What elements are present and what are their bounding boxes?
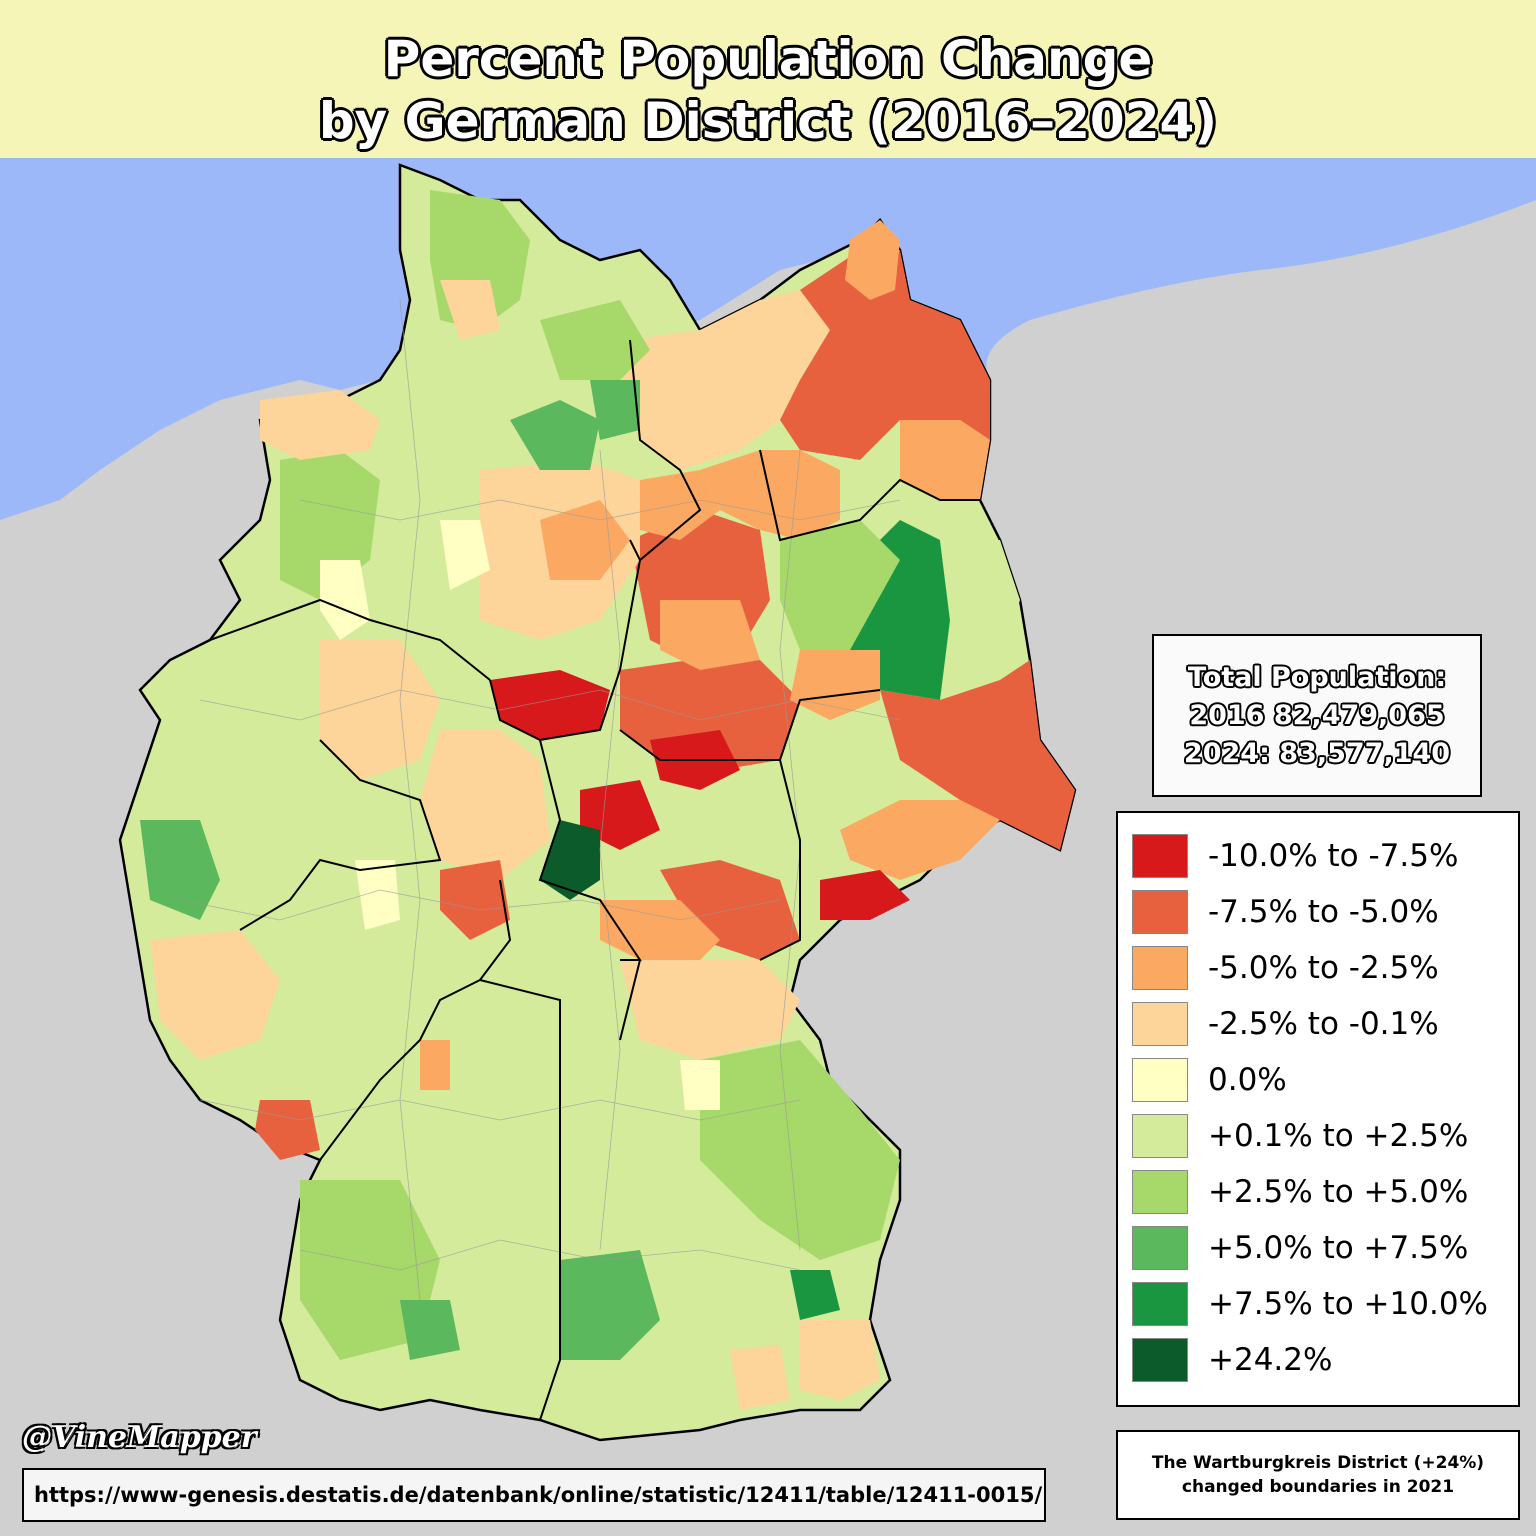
map-title-line2: by German District (2016–2024): [318, 92, 1218, 150]
legend-label: 0.0%: [1208, 1062, 1287, 1098]
population-box: Total Population: 2016 82,479,065 2024: …: [1152, 634, 1482, 797]
region-nrw-south: [320, 640, 440, 780]
legend-item: 0.0%: [1132, 1057, 1287, 1103]
legend-item: +7.5% to +10.0%: [1132, 1281, 1488, 1327]
region-bavaria-zero: [680, 1060, 720, 1110]
title-banner: [0, 0, 1536, 158]
legend-swatch: [1132, 834, 1188, 878]
legend-label: -2.5% to -0.1%: [1208, 1006, 1439, 1042]
legend-swatch: [1132, 890, 1188, 934]
legend-item: +0.1% to +2.5%: [1132, 1113, 1468, 1159]
legend-item: +24.2%: [1132, 1337, 1332, 1383]
region-pfalz-east: [420, 1040, 450, 1090]
population-2016: 2016 82,479,065: [1189, 699, 1445, 731]
region-uckermark: [900, 420, 990, 500]
region-rugen: [845, 220, 900, 300]
legend-item: -2.5% to -0.1%: [1132, 1001, 1439, 1047]
region-rhineland: [150, 930, 280, 1060]
note-line1: The Wartburgkreis District (+24%): [1151, 1453, 1485, 1473]
region-hunsrueck-zero: [355, 860, 400, 930]
legend-label: +5.0% to +7.5%: [1208, 1230, 1469, 1266]
legend-label: -10.0% to -7.5%: [1208, 838, 1459, 874]
state-borders: [209, 339, 980, 1421]
legend-item: +5.0% to +7.5%: [1132, 1225, 1468, 1271]
legend-swatch: [1132, 1058, 1188, 1102]
region-bavaria-east: [700, 1040, 900, 1260]
region-diepholz-zero: [440, 520, 490, 590]
legend-label: -5.0% to -2.5%: [1208, 950, 1439, 986]
region-oldenburg: [260, 390, 380, 460]
region-erzgebirge: [820, 870, 910, 920]
region-vorpommern: [780, 250, 990, 460]
region-mecklenburg-west: [620, 290, 830, 470]
source-box: https://www-genesis.destatis.de/datenban…: [22, 1468, 1046, 1522]
legend: -10.0% to -7.5% -7.5% to -5.0% -5.0% to …: [1116, 811, 1520, 1407]
region-brandenburg-east: [940, 540, 1020, 660]
author-credit: @VineMapper: [22, 1420, 257, 1455]
population-heading: Total Population:: [1187, 661, 1447, 693]
legend-swatch: [1132, 1114, 1188, 1158]
legend-label: -7.5% to -5.0%: [1208, 894, 1439, 930]
region-kiel-east: [540, 300, 650, 380]
legend-label: +24.2%: [1208, 1342, 1333, 1378]
region-hamburg-ring: [510, 400, 600, 470]
note-line2: changed boundaries in 2021: [1181, 1477, 1455, 1497]
region-nrw-west: [140, 820, 220, 920]
region-lausitz: [880, 660, 1075, 850]
region-lueneburg: [540, 500, 630, 580]
legend-swatch: [1132, 1282, 1188, 1326]
region-osnabrueck-zero: [320, 560, 370, 640]
legend-swatch: [1132, 1170, 1188, 1214]
region-wartburgkreis: [540, 820, 600, 900]
legend-label: +7.5% to +10.0%: [1208, 1286, 1489, 1322]
legend-item: +2.5% to +5.0%: [1132, 1169, 1468, 1215]
region-dithmarschen: [440, 280, 500, 340]
legend-label: +2.5% to +5.0%: [1208, 1174, 1469, 1210]
legend-item: -5.0% to -2.5%: [1132, 945, 1439, 991]
region-goettingen: [490, 670, 610, 740]
legend-label: +0.1% to +2.5%: [1208, 1118, 1469, 1154]
region-upper-bavaria: [560, 1250, 660, 1360]
legend-swatch: [1132, 946, 1188, 990]
boundary-note: The Wartburgkreis District (+24%) change…: [1116, 1430, 1520, 1520]
region-uelzen: [640, 470, 720, 540]
region-magdeburg: [660, 600, 760, 670]
legend-item: -10.0% to -7.5%: [1132, 833, 1458, 879]
north-sea: [0, 150, 1536, 520]
region-berlin-ring: [780, 520, 900, 650]
source-url[interactable]: https://www-genesis.destatis.de/datenban…: [34, 1483, 1043, 1507]
region-allgaeu-fringe: [730, 1345, 790, 1410]
region-saxony-south: [840, 800, 1000, 880]
region-vogelsberg: [440, 860, 510, 940]
map-title-line1: Percent Population Change: [383, 30, 1153, 88]
region-bavaria-north: [620, 960, 800, 1060]
legend-item: -7.5% to -5.0%: [1132, 889, 1439, 935]
region-saarland: [255, 1100, 320, 1160]
region-alps-east: [800, 1320, 880, 1400]
region-bodensee: [400, 1300, 460, 1360]
region-stormarn: [590, 380, 640, 440]
legend-swatch: [1132, 1338, 1188, 1382]
region-munich-east: [790, 1270, 840, 1320]
population-2024: 2024: 83,577,140: [1183, 737, 1451, 769]
region-hessen-north: [420, 730, 550, 880]
legend-swatch: [1132, 1226, 1188, 1270]
region-leipzig-area: [780, 740, 880, 830]
legend-swatch: [1132, 1002, 1188, 1046]
